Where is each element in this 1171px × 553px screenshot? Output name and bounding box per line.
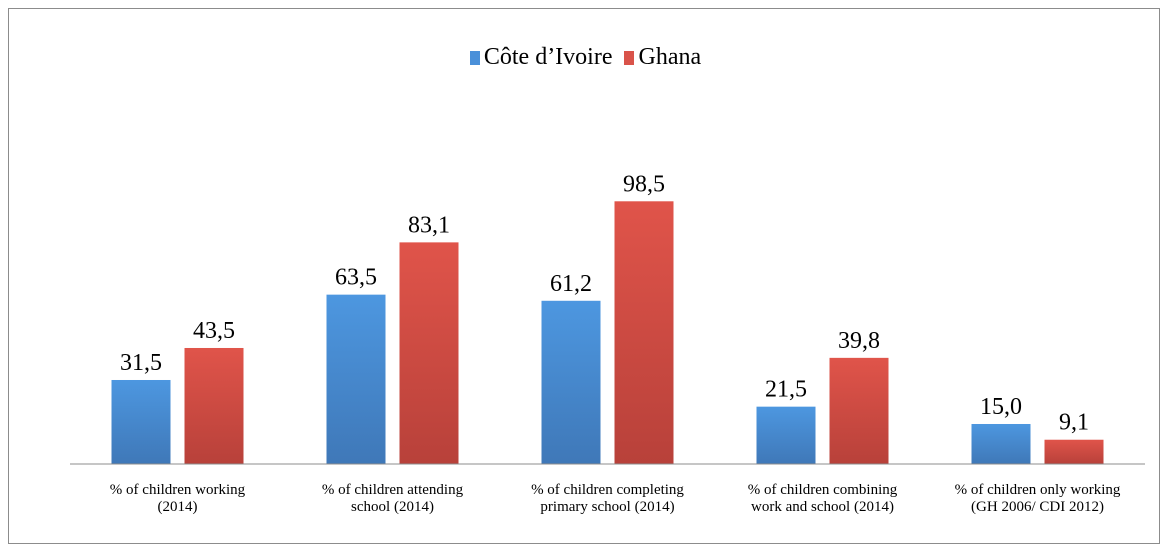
legend-item-ghana: Ghana [624,44,701,71]
legend-label-ghana: Ghana [638,44,702,70]
legend-label-cote-divoire: Côte d’Ivoire [483,44,613,70]
category-label-3: % of children combining work and school (… [723,482,923,516]
category-label-2: % of children completing primary school (… [508,482,708,516]
bar-ghana-3 [829,357,889,464]
category-label-line: % of children completing [531,482,684,498]
category-label-0: % of children working (2014) [78,482,278,516]
legend-swatch-ghana [624,50,635,65]
bar-cote-divoire-3 [756,406,816,464]
value-labels-layer: 31,5 43,5 63,5 83,1 61,2 98,5 21,5 39,8 15,0 9,1 [120,171,1089,435]
legend-swatch-cote-divoire [469,50,480,65]
value-label-cote-divoire-0: 31,5 [120,350,162,376]
value-label-ghana-3: 39,8 [838,328,880,354]
category-label-line: % of children only working [954,482,1121,498]
value-label-ghana-1: 83,1 [408,212,450,238]
value-label-cote-divoire-2: 61,2 [550,271,592,297]
category-label-line: (GH 2006/ CDI 2012) [971,499,1104,515]
category-label-line: primary school (2014) [540,499,675,515]
bar-cote-divoire-1 [326,294,386,464]
bar-cote-divoire-0 [111,379,171,464]
bar-ghana-1 [399,242,459,464]
category-label-line: work and school (2014) [751,499,894,515]
value-label-cote-divoire-3: 21,5 [765,377,807,403]
value-label-ghana-0: 43,5 [193,318,235,344]
chart-legend: Côte d’Ivoire Ghana [0,44,1171,71]
category-label-line: school (2014) [351,499,434,515]
bar-ghana-2 [614,201,674,464]
category-label-1: % of children attending school (2014) [293,482,493,516]
category-label-line: % of children working [109,482,246,498]
value-label-cote-divoire-4: 15,0 [980,394,1022,420]
category-label-line: % of children attending [321,482,464,498]
bars-layer [111,201,1104,464]
bar-cote-divoire-2 [541,300,601,464]
category-label-line: % of children combining [747,482,898,498]
category-label-line: (2014) [157,499,198,515]
bar-ghana-0 [184,347,244,464]
bar-cote-divoire-4 [971,423,1031,464]
category-label-4: % of children only working (GH 2006/ CDI … [938,482,1138,516]
value-label-cote-divoire-1: 63,5 [335,265,377,291]
legend-item-cote-divoire: Côte d’Ivoire [469,44,613,71]
value-label-ghana-4: 9,1 [1059,410,1089,436]
value-label-ghana-2: 98,5 [623,171,665,197]
bar-ghana-4 [1044,439,1104,464]
